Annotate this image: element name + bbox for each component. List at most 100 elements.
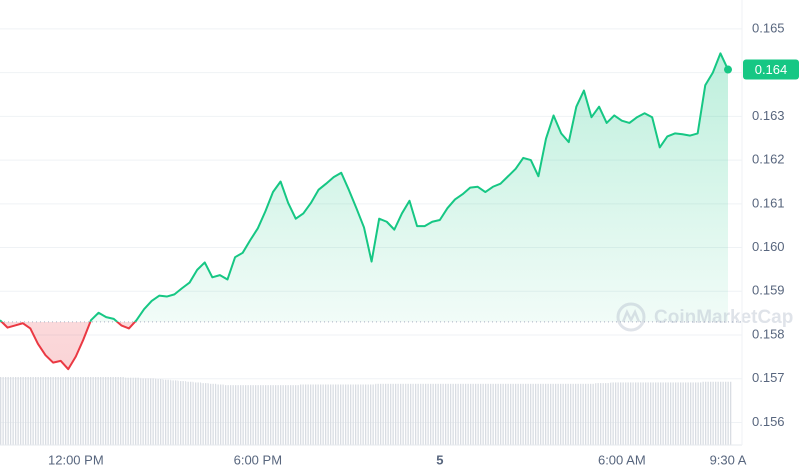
volume-bar (322, 384, 330, 445)
volume-bar (132, 377, 141, 445)
volume-bar (610, 382, 619, 445)
volume-bar (147, 378, 156, 445)
x-tick-label: 6:00 PM (234, 452, 282, 467)
volume-bar (170, 380, 179, 445)
y-tick-label: 0.162 (752, 152, 785, 167)
volume-bar (390, 383, 399, 445)
volume-bar (291, 385, 300, 445)
price-tag-label: 0.164 (755, 62, 788, 77)
watermark: CoinMarketCap (616, 302, 793, 332)
volume-bar (72, 377, 80, 445)
volume-bar (246, 385, 255, 445)
volume-bar (504, 383, 512, 445)
x-tick-label: 12:00 PM (48, 452, 104, 467)
volume-bar (64, 377, 73, 445)
volume-bar (125, 377, 133, 445)
volume-bar (163, 379, 171, 445)
volume-bar (405, 383, 414, 445)
last-point (724, 65, 732, 74)
volume-bar (0, 377, 4, 445)
volume-bar (663, 382, 672, 445)
volume-bar (261, 385, 270, 445)
volume-bar (49, 377, 57, 445)
volume-bar (602, 383, 611, 445)
volume-bar (648, 382, 656, 445)
volume-bar (185, 381, 194, 445)
volume-bar (519, 383, 528, 445)
x-tick-label: 9:30 A (710, 452, 747, 467)
volume-bar (375, 383, 383, 445)
volume-bar (367, 384, 376, 445)
volume-bar (140, 378, 148, 445)
volume-bar (102, 377, 110, 445)
volume-bar (87, 377, 95, 445)
volume-bar (109, 377, 118, 445)
volume-bar (580, 383, 588, 445)
volume-bar (360, 384, 368, 445)
volume-bar (693, 382, 702, 445)
volume-bar (458, 383, 467, 445)
volume-bar (329, 384, 338, 445)
volume-bar (155, 379, 164, 445)
volume-bar (557, 383, 565, 445)
volume-bar (671, 382, 679, 445)
price-line-up (0, 52, 729, 322)
volume-bar (595, 383, 603, 445)
volume-bar (284, 385, 292, 445)
volume-bar (436, 383, 444, 445)
area-up (0, 53, 728, 322)
volume-bar (709, 381, 717, 445)
volume-bar (117, 377, 126, 445)
volume-bar (382, 383, 391, 445)
watermark-text: CoinMarketCap (654, 307, 793, 328)
volume-bar (18, 377, 27, 445)
volume-bar (534, 383, 543, 445)
volume-bar (527, 383, 535, 445)
volume-bar (633, 382, 641, 445)
volume-bar (238, 385, 247, 445)
y-tick-label: 0.160 (752, 239, 785, 254)
volume-bar (701, 381, 710, 445)
price-tag (743, 59, 799, 80)
volume-bar (724, 381, 732, 445)
volume-bar (193, 382, 201, 445)
y-tick-label: 0.165 (752, 20, 785, 35)
volume-bar (420, 383, 429, 445)
volume-bar (451, 383, 459, 445)
volume-bar (640, 382, 649, 445)
volume-bar (79, 377, 88, 445)
volume-bar (11, 377, 19, 445)
volume-bar (26, 377, 35, 445)
volume-bar (496, 383, 505, 445)
volume-bar (56, 377, 65, 445)
volume-bar (564, 383, 573, 445)
x-tick-label: 6:00 AM (598, 452, 646, 467)
x-tick-label: 5 (436, 452, 443, 467)
volume-bar (716, 381, 725, 445)
y-tick-label: 0.157 (752, 370, 785, 385)
volume-bar (572, 383, 581, 445)
volume-bar (489, 383, 497, 445)
volume-bar (481, 383, 490, 445)
volume-bar (587, 383, 596, 445)
volume-bar (254, 385, 262, 445)
volume-bar (413, 383, 421, 445)
volume-bar (352, 384, 361, 445)
volume-bar (473, 383, 482, 445)
volume-bar (511, 383, 520, 445)
volume-bar (466, 383, 474, 445)
y-tick-label: 0.163 (752, 108, 785, 123)
volume-bar (625, 382, 634, 445)
volume-bar (655, 382, 664, 445)
volume-bar (314, 384, 323, 445)
volume-bar (276, 385, 285, 445)
volume-bar (678, 382, 687, 445)
volume-bar (94, 377, 103, 445)
volume-bar (686, 382, 694, 445)
y-tick-label: 0.159 (752, 283, 785, 298)
volume-bar (41, 377, 50, 445)
volume-bar (178, 381, 186, 445)
volume-bar (299, 384, 308, 445)
volume-bar (223, 385, 232, 445)
